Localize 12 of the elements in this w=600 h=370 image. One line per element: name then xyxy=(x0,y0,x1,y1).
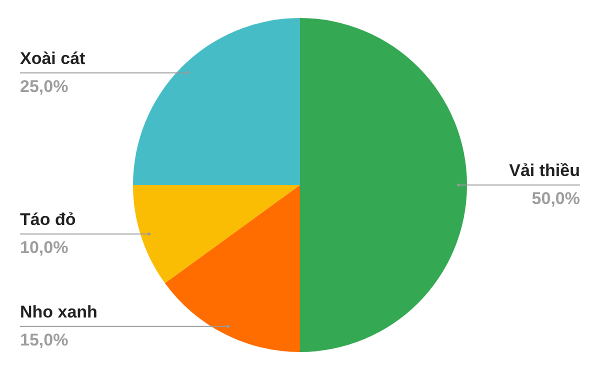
data-label: 50,0% xyxy=(532,189,580,208)
pie-slice xyxy=(133,185,300,284)
data-label: 15,0% xyxy=(20,330,68,350)
pie-slice xyxy=(164,185,300,352)
data-label: 10,0% xyxy=(20,238,68,258)
pie-slice xyxy=(133,18,300,185)
slice-label: Nho xanh xyxy=(20,302,98,322)
slice-label: Táo đỏ xyxy=(20,210,76,230)
data-label: 25,0% xyxy=(20,76,68,96)
pie-slice xyxy=(300,18,467,352)
slice-label: Xoài cát xyxy=(20,48,86,68)
slice-label: Vải thiều xyxy=(509,161,580,180)
